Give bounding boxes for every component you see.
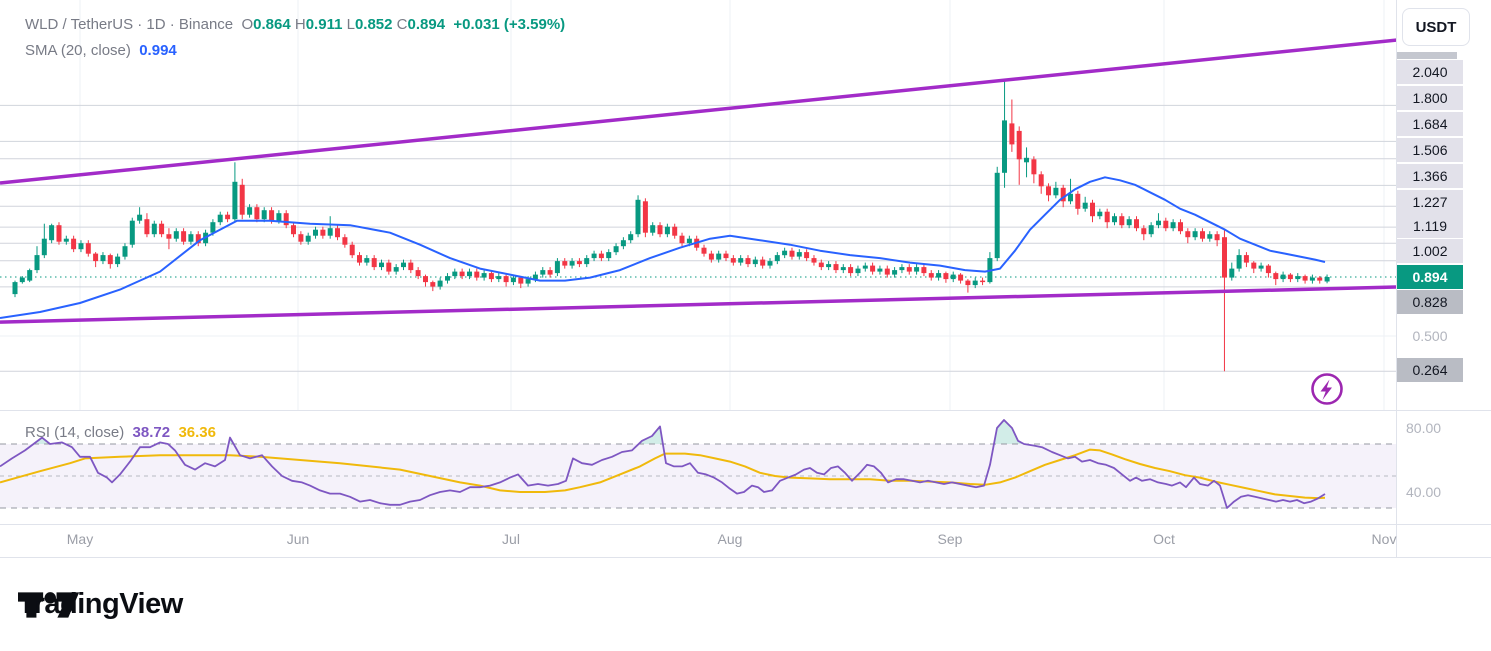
price-axis-label[interactable]: 2.040 [1397,60,1463,84]
current-price-label[interactable]: 0.894 [1397,265,1463,289]
rsi-axis-label[interactable]: 80.00 [1406,420,1442,436]
lightning-icon[interactable] [1308,370,1346,408]
month-label-may[interactable]: May [66,531,94,547]
month-label-oct[interactable]: Oct [1153,531,1175,547]
symbol-title[interactable]: WLD / TetherUS · 1D · Binance [25,16,234,33]
price-axis-label[interactable]: 1.227 [1397,190,1463,214]
change-value: +0.031 (+3.59%) [453,16,566,33]
price-axis-border [1396,0,1397,557]
ohlc-item: O0.864 [241,16,291,33]
pane-separator[interactable] [0,410,1491,411]
month-label-jul[interactable]: Jul [502,531,520,547]
sma-legend-row[interactable]: SMA (20, close) 0.994 [25,42,177,59]
price-axis-label[interactable]: 1.800 [1397,86,1463,110]
trendline-price-strip [1397,52,1457,59]
price-axis-label[interactable]: 1.506 [1397,138,1463,162]
month-label-sep[interactable]: Sep [937,531,963,547]
ohlc-values: O0.864 H0.911 L0.852 C0.894 [241,16,449,33]
tradingview-wordmark: TradingView [18,588,183,620]
rsi-label[interactable]: RSI (14, close) [25,424,125,441]
price-axis-label[interactable]: 1.684 [1397,112,1463,136]
chart-bottom-border [0,557,1491,558]
price-axis-label[interactable]: 0.264 [1397,358,1463,382]
price-axis-label[interactable]: 1.002 [1397,239,1463,263]
ohlc-item: L0.852 [346,16,393,33]
rsi-pane[interactable] [0,410,1396,524]
rsi-axis-label[interactable]: 40.00 [1406,484,1442,500]
symbol-legend-row[interactable]: WLD / TetherUS · 1D · Binance O0.864 H0.… [25,16,565,33]
price-axis-label[interactable]: 0.828 [1397,290,1463,314]
sma-label[interactable]: SMA (20, close) [25,42,131,59]
rsi-legend-row[interactable]: RSI (14, close) 38.72 36.36 [25,424,216,441]
rsi-value: 38.72 [132,424,171,441]
tradingview-mark-icon [18,591,80,618]
ohlc-item: H0.911 [294,16,343,33]
ohlc-item: C0.894 [396,16,446,33]
rsi-ma-value: 36.36 [178,424,216,441]
month-label-jun[interactable]: Jun [286,531,310,547]
sma-value: 0.994 [139,42,177,59]
price-axis-label[interactable]: 1.119 [1397,214,1463,238]
month-label-nov[interactable]: Nov [1371,531,1397,547]
month-label-aug[interactable]: Aug [717,531,743,547]
price-axis-label[interactable]: 1.366 [1397,164,1463,188]
price-axis-label[interactable]: 0.500 [1412,328,1448,344]
time-axis-top-border [0,524,1491,525]
price-pane[interactable] [0,0,1396,410]
tradingview-logo[interactable]: TradingView [18,588,183,621]
currency-toggle-button[interactable]: USDT [1402,8,1470,46]
